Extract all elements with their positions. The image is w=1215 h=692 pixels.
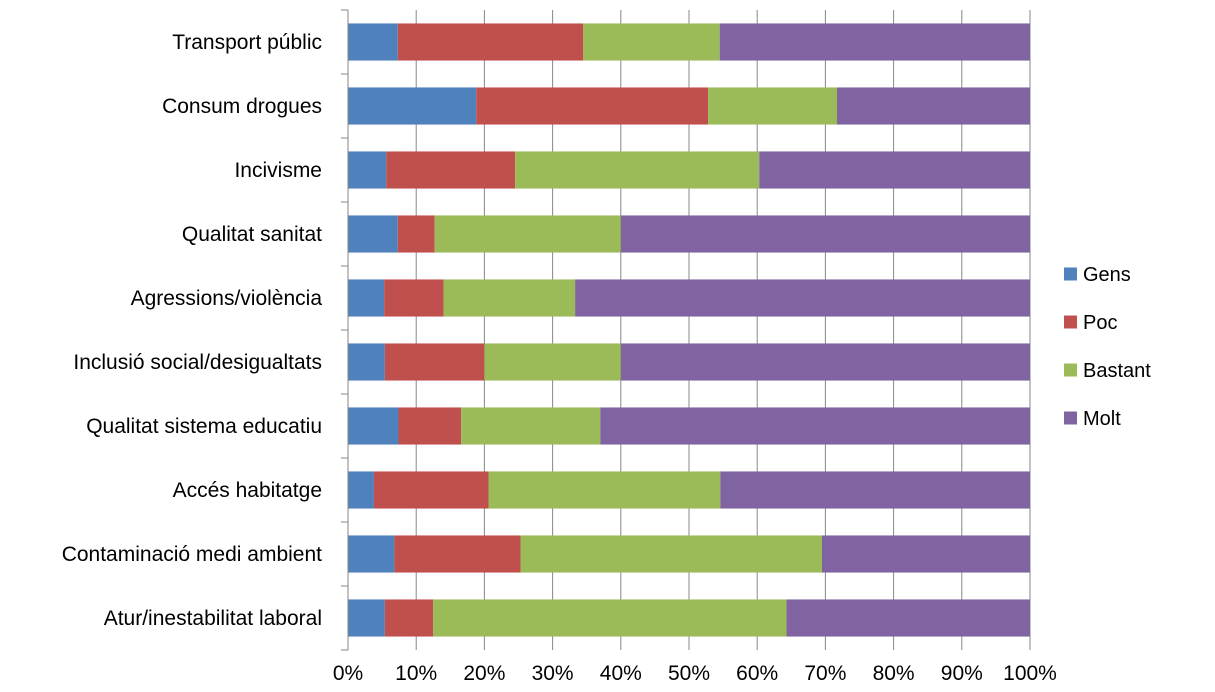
bar-bastant-1 [583, 23, 720, 61]
x-tick-label: 30% [532, 662, 574, 685]
legend-label: Poc [1083, 312, 1117, 334]
bar-molt-9 [821, 535, 1030, 573]
category-label: Accés habitatge [173, 479, 322, 502]
category-label: Consum drogues [162, 95, 322, 118]
bar-gens-1 [348, 23, 398, 61]
bar-gens-4 [348, 215, 398, 253]
bar-poc-8 [373, 471, 489, 509]
bar-poc-10 [384, 599, 434, 637]
x-tick-label: 90% [941, 662, 983, 685]
bar-poc-3 [386, 151, 516, 189]
bar-bastant-8 [488, 471, 721, 509]
bar-bastant-2 [708, 87, 837, 125]
legend-item-bastant: Bastant [1064, 360, 1151, 382]
bar-molt-8 [720, 471, 1030, 509]
bar-molt-4 [620, 215, 1030, 253]
x-tick-label: 10% [395, 662, 437, 685]
bar-bastant-3 [515, 151, 760, 189]
legend-item-poc: Poc [1064, 312, 1117, 334]
legend-swatch [1064, 315, 1077, 329]
legend-swatch [1064, 363, 1077, 377]
bar-gens-9 [348, 535, 395, 573]
bar-bastant-5 [443, 279, 576, 317]
bar-gens-8 [348, 471, 374, 509]
bar-bastant-7 [461, 407, 601, 445]
bar-bastant-6 [484, 343, 621, 381]
bar-poc-5 [384, 279, 444, 317]
bar-gens-10 [348, 599, 385, 637]
legend-label: Gens [1083, 264, 1131, 286]
x-tick-labels: 0% 10% 20% 30% 40% 50% 60% 70% 80% 90% 100% [333, 662, 1057, 685]
bar-poc-6 [384, 343, 485, 381]
bar-gens-5 [348, 279, 385, 317]
bar-molt-2 [836, 87, 1030, 125]
category-label: Incivisme [234, 159, 322, 182]
bar-poc-2 [476, 87, 709, 125]
legend-swatch [1064, 267, 1077, 281]
bar-gens-2 [348, 87, 477, 125]
bar-molt-3 [759, 151, 1030, 189]
bar-molt-7 [600, 407, 1030, 445]
x-tick-label: 70% [804, 662, 846, 685]
bar-bastant-4 [434, 215, 621, 253]
x-tick-label: 60% [736, 662, 778, 685]
legend-label: Molt [1083, 408, 1121, 430]
category-label: Atur/inestabilitat laboral [104, 607, 322, 630]
legend: Gens Poc Bastant Molt [1064, 264, 1151, 430]
bar-molt-6 [620, 343, 1030, 381]
bar-molt-10 [786, 599, 1030, 637]
x-tick-label: 0% [333, 662, 363, 685]
bar-gens-3 [348, 151, 387, 189]
legend-item-molt: Molt [1064, 408, 1121, 430]
bar-poc-7 [398, 407, 462, 445]
legend-label: Bastant [1083, 360, 1151, 382]
x-tick-label: 50% [668, 662, 710, 685]
category-label: Transport públic [172, 31, 322, 54]
bar-poc-9 [394, 535, 521, 573]
bar-molt-1 [719, 23, 1030, 61]
bar-gens-6 [348, 343, 385, 381]
category-label: Agressions/violència [131, 287, 323, 310]
bars [348, 23, 1030, 637]
category-labels: Transport públic Consum drogues Incivisme Q… [62, 31, 323, 630]
bar-gens-7 [348, 407, 399, 445]
x-tick-label: 40% [600, 662, 642, 685]
axes [341, 9, 349, 651]
bar-molt-5 [575, 279, 1030, 317]
bar-bastant-10 [433, 599, 787, 637]
category-label: Inclusió social/desigualtats [73, 351, 322, 374]
bar-poc-1 [397, 23, 584, 61]
category-label: Qualitat sanitat [182, 223, 322, 246]
category-label: Qualitat sistema educatiu [86, 415, 322, 438]
x-tick-label: 100% [1003, 662, 1057, 685]
bar-poc-4 [397, 215, 435, 253]
bar-bastant-9 [520, 535, 822, 573]
category-label: Contaminació medi ambient [62, 543, 322, 566]
x-tick-label: 80% [873, 662, 915, 685]
legend-item-gens: Gens [1064, 264, 1131, 286]
x-tick-label: 20% [463, 662, 505, 685]
legend-swatch [1064, 411, 1077, 425]
